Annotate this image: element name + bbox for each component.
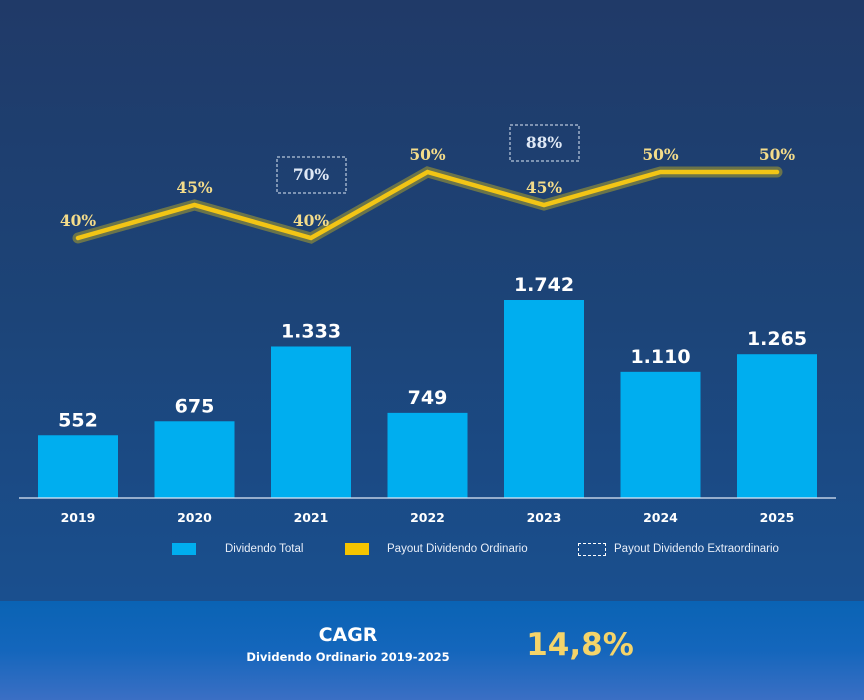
payout-label-2023: 45% (526, 178, 563, 197)
bar-dividendo-total-2023 (504, 300, 584, 498)
cagr-value: 14,8% (526, 627, 634, 663)
legend-label-dividendo-total: Dividendo Total (225, 543, 304, 555)
bar-dividendo-total-2020 (154, 421, 235, 498)
bar-value-label-2021: 1.333 (281, 320, 341, 342)
payout-ordinario-line (75, 169, 780, 241)
dividend-chart: 552 675 1.333 749 1.742 1.110 1.265 2019 2020 20… (19, 124, 836, 525)
legend-swatch-bar (172, 543, 196, 555)
payout-label-2024: 50% (642, 145, 679, 164)
cagr-title: CAGR (318, 624, 378, 646)
x-tick-label-2019: 2019 (61, 510, 96, 525)
bar-value-label-2025: 1.265 (747, 328, 807, 350)
payout-label-2021: 40% (293, 211, 330, 230)
extra-payout-box-2023 (509, 124, 580, 162)
legend-label-payout-ordinario: Payout Dividendo Ordinario (387, 543, 528, 555)
payout-label-2025: 50% (759, 145, 796, 164)
x-tick-label-2024: 2024 (643, 510, 678, 525)
chart-legend: Dividendo Total Payout Dividendo Ordinar… (0, 543, 864, 563)
bar-value-label-2020: 675 (175, 395, 215, 417)
x-tick-label-2020: 2020 (177, 510, 212, 525)
payout-label-2020: 45% (176, 178, 213, 197)
extra-payout-label-2021: 70% (293, 165, 330, 184)
bar-value-label-2022: 749 (408, 387, 448, 409)
payout-label-2019: 40% (60, 211, 97, 230)
bar-value-label-2019: 552 (58, 409, 98, 431)
legend-item-dividendo-total (172, 543, 196, 555)
extra-payout-label-2023: 88% (526, 133, 563, 152)
payout-label-2022: 50% (409, 145, 446, 164)
x-tick-label-2025: 2025 (760, 510, 795, 525)
bar-dividendo-total-2025 (737, 354, 817, 498)
legend-item-payout-ordinario (345, 543, 369, 555)
extra-payout-box-2021 (276, 156, 347, 194)
x-tick-label-2023: 2023 (527, 510, 562, 525)
legend-swatch-dashed (578, 543, 606, 556)
legend-item-payout-extraordinario (578, 543, 606, 556)
bar-dividendo-total-2024 (620, 371, 701, 498)
bar-value-label-2024: 1.110 (630, 346, 690, 368)
bar-value-label-2023: 1.742 (514, 274, 574, 296)
legend-swatch-line (345, 543, 369, 555)
cagr-subtitle: Dividendo Ordinario 2019-2025 (246, 650, 450, 664)
bar-dividendo-total-2019 (38, 435, 118, 498)
bar-dividendo-total-2022 (387, 412, 468, 498)
cagr-panel: CAGR Dividendo Ordinario 2019-2025 14,8% (0, 601, 864, 700)
x-tick-label-2022: 2022 (410, 510, 445, 525)
x-tick-label-2021: 2021 (294, 510, 329, 525)
legend-label-payout-extraordinario: Payout Dividendo Extraordinario (614, 543, 779, 555)
bar-dividendo-total-2021 (271, 346, 351, 498)
